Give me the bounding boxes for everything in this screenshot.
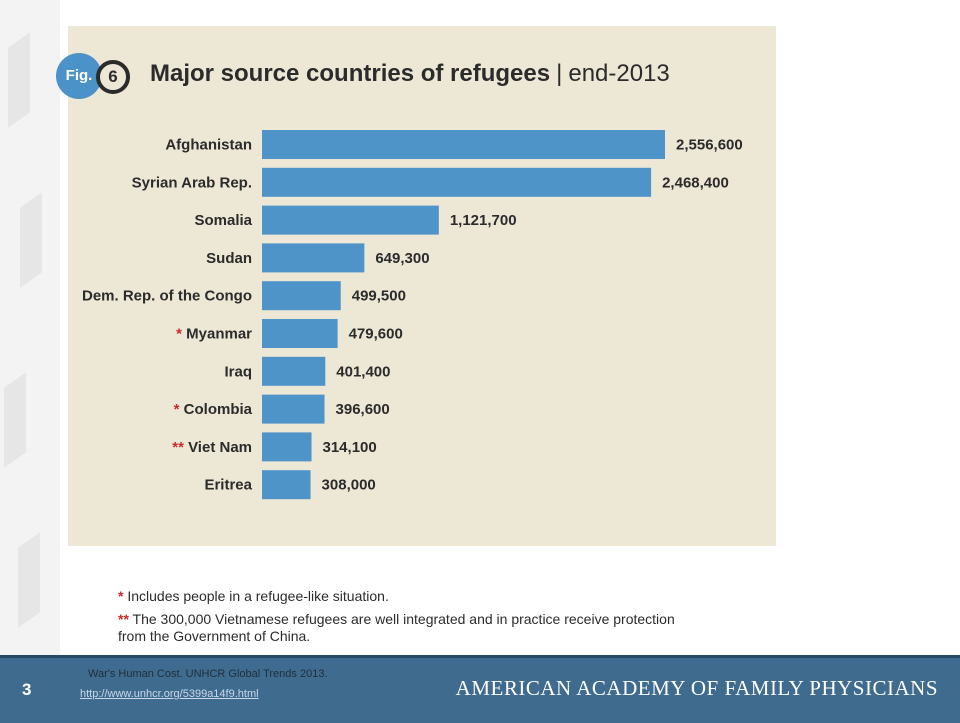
footnote-text: The 300,000 Vietnamese refugees are well… [118,611,675,644]
category-label: Iraq [224,363,252,380]
left-decoration [0,0,60,655]
figure-number: 6 [96,60,130,94]
category-name: Colombia [184,401,253,418]
value-label: 649,300 [375,250,429,267]
bar [262,470,311,500]
category-label: Eritrea [204,477,252,494]
footer-bar: 3 War's Human Cost. UNHCR Global Trends … [0,655,960,723]
bar [262,319,338,348]
category-name: Sudan [206,250,252,267]
value-label: 479,600 [349,326,403,343]
chart-subtitle: end-2013 [568,60,670,87]
source-citation: War's Human Cost. UNHCR Global Trends 20… [88,668,328,680]
category-name: Viet Nam [188,439,252,456]
category-name: Myanmar [186,326,252,343]
category-label: Syrian Arab Rep. [132,174,252,191]
category-name: Afghanistan [165,137,252,154]
category-label: Afghanistan [165,137,252,154]
slide-number: 3 [22,680,32,699]
footnote-text: Includes people in a refugee-like situat… [127,588,389,604]
category-name: Somalia [194,212,252,229]
category-label: * Myanmar [176,326,252,343]
footnote-2: ** The 300,000 Vietnamese refugees are w… [118,611,698,645]
value-label: 314,100 [323,439,377,456]
category-marker: ** [172,439,188,456]
value-label: 2,556,600 [676,137,743,154]
bar [262,243,365,273]
category-label: Sudan [206,250,252,267]
category-label: Dem. Rep. of the Congo [82,288,252,305]
title-separator: | [556,60,563,87]
bar [262,432,312,462]
value-label: 499,500 [352,288,406,305]
bar [262,394,325,424]
chart-title-line: Major source countries of refugees | end-2… [150,60,670,88]
footnote-1: * Includes people in a refugee-like situ… [118,588,698,605]
value-label: 2,468,400 [662,174,729,191]
category-label: * Colombia [174,401,253,418]
organization-name: AMERICAN ACADEMY OF FAMILY PHYSICIANS [455,676,938,700]
chart-title: Major source countries of refugees [150,60,551,87]
bar [262,281,341,311]
source-link[interactable]: http://www.unhcr.org/5399a14f9.html [80,688,259,700]
category-name: Syrian Arab Rep. [132,174,252,191]
bar [262,130,665,159]
bar [262,356,326,386]
footnote-marker: * [118,588,124,604]
value-label: 308,000 [322,477,376,494]
footnotes: * Includes people in a refugee-like situ… [118,588,698,651]
value-label: 396,600 [336,401,390,418]
category-label: ** Viet Nam [172,439,252,456]
fig-badge: Fig. [56,53,102,99]
category-marker: * [176,326,186,343]
bar [262,205,439,235]
bar [262,167,652,197]
category-name: Iraq [224,363,252,380]
figure-panel [68,26,776,546]
value-label: 1,121,700 [450,212,517,229]
category-label: Somalia [194,212,252,229]
value-label: 401,400 [336,363,390,380]
bar-chart: Afghanistan 2,556,600 Syrian Arab Rep. 2,46… [82,130,743,500]
category-name: Dem. Rep. of the Congo [82,288,252,305]
category-name: Eritrea [204,477,252,494]
category-marker: * [174,401,184,418]
footnote-marker: ** [118,611,129,627]
